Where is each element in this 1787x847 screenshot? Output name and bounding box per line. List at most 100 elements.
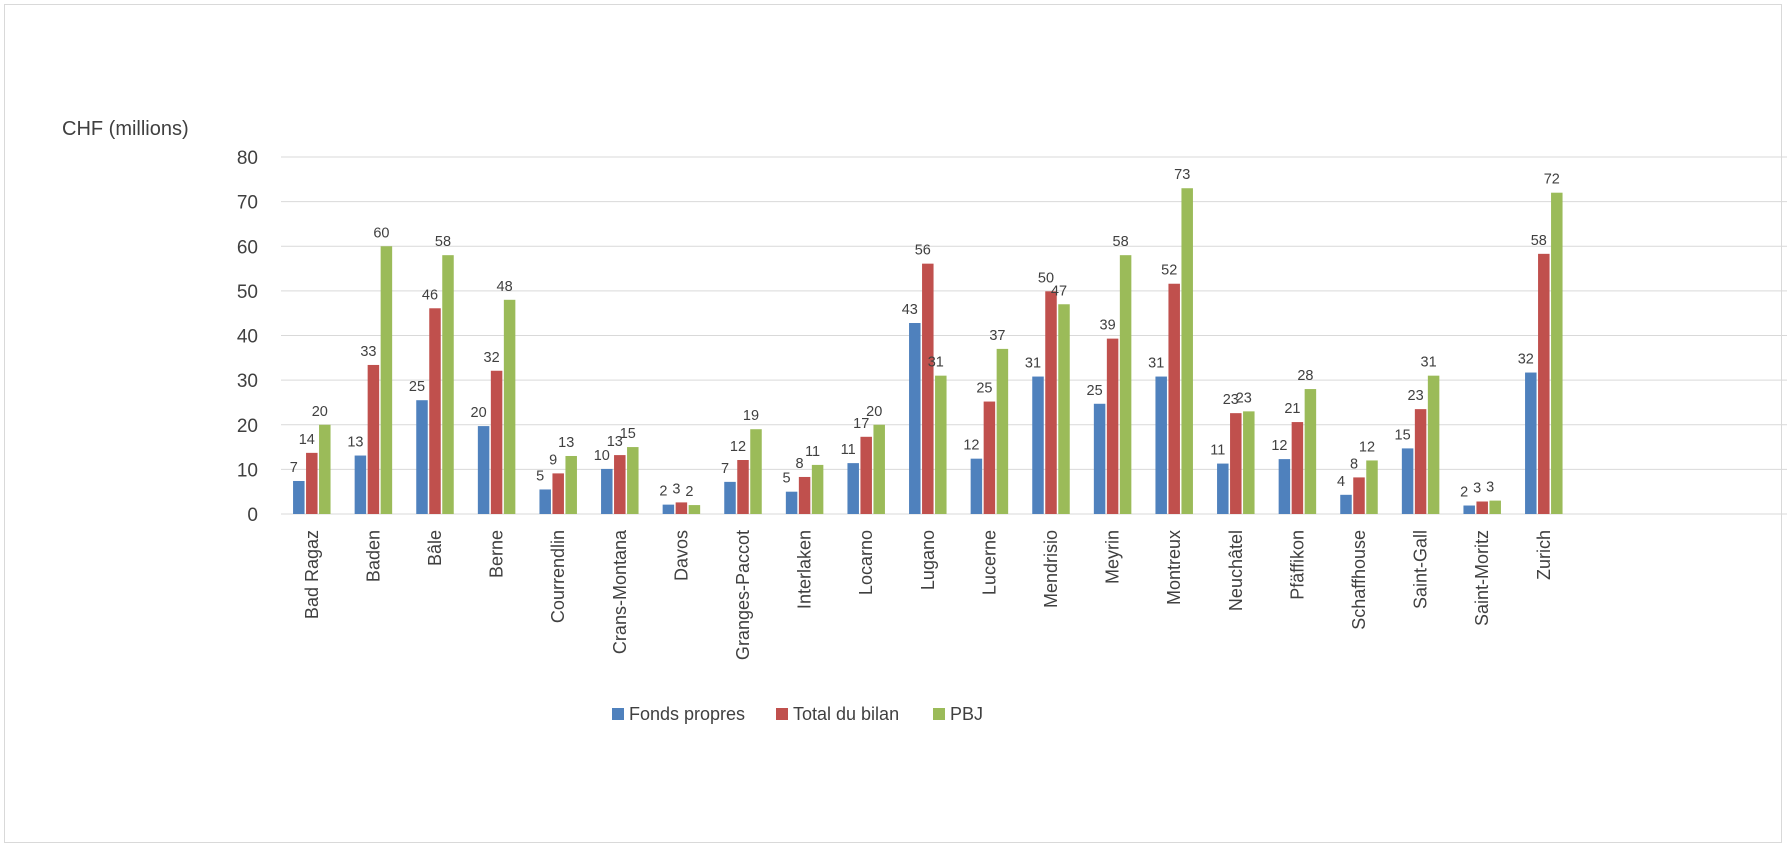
bar	[860, 436, 872, 514]
x-tick-label: Pfäffikon	[1287, 530, 1307, 600]
x-tick-label: Locarno	[856, 530, 876, 595]
y-tick-label: 60	[237, 237, 258, 258]
y-tick-label: 80	[237, 148, 258, 169]
data-label: 46	[422, 287, 438, 303]
bar	[724, 481, 736, 514]
y-tick-label: 20	[237, 416, 258, 437]
bar	[935, 375, 947, 514]
data-label: 47	[1051, 283, 1067, 299]
data-label: 43	[902, 302, 918, 318]
bar	[909, 323, 921, 514]
bar	[1243, 411, 1255, 514]
bar	[1168, 283, 1180, 514]
data-label: 5	[536, 468, 544, 484]
x-tick-label: Davos	[671, 530, 691, 581]
legend-item[interactable]: PBJ	[933, 704, 983, 724]
bar	[1291, 422, 1304, 514]
legend[interactable]: Fonds propres Total du bilan PBJ	[612, 704, 983, 724]
data-label: 3	[1473, 481, 1481, 497]
bar	[429, 308, 441, 514]
legend-label: Total du bilan	[793, 704, 899, 724]
bar	[1304, 389, 1317, 514]
x-tick-label: Neuchâtel	[1226, 530, 1246, 611]
bar	[354, 455, 367, 514]
data-label: 31	[1148, 356, 1164, 372]
bar	[922, 263, 934, 514]
data-label: 2	[1460, 485, 1468, 501]
x-tick-label: Zurich	[1534, 530, 1554, 580]
data-label: 32	[484, 350, 500, 366]
data-label: 15	[620, 426, 636, 442]
bar	[1427, 375, 1440, 514]
x-tick-label: Saint-Moritz	[1472, 530, 1492, 626]
data-label: 52	[1161, 263, 1177, 279]
data-label: 25	[1087, 383, 1103, 399]
bar	[1340, 494, 1352, 514]
bar	[477, 426, 490, 514]
legend-item[interactable]: Fonds propres	[612, 704, 745, 724]
data-label: 11	[805, 444, 820, 460]
bar	[552, 473, 564, 514]
x-tick-label: Bâle	[425, 530, 445, 566]
bar	[811, 464, 824, 514]
data-label: 73	[1174, 167, 1190, 183]
data-label: 19	[743, 408, 759, 424]
bar	[1463, 505, 1475, 514]
data-label: 7	[721, 461, 729, 477]
bar	[565, 455, 577, 514]
bar	[970, 458, 983, 514]
x-tick-label: Saint-Gall	[1411, 530, 1431, 609]
x-tick-label: Lugano	[918, 530, 938, 590]
data-label: 56	[915, 243, 931, 259]
bar	[737, 460, 749, 514]
data-label: 12	[1359, 439, 1375, 455]
x-tick-label: Granges-Paccot	[733, 530, 753, 660]
bar	[1119, 255, 1132, 515]
legend-swatch	[776, 708, 788, 720]
bar	[1106, 338, 1119, 514]
data-label: 15	[1395, 427, 1411, 443]
data-label: 2	[659, 484, 667, 500]
bar	[627, 447, 639, 514]
bar	[306, 452, 318, 514]
data-label: 4	[1337, 474, 1345, 490]
bar	[1217, 463, 1229, 514]
y-tick-label: 70	[237, 193, 258, 214]
x-tick-label: Interlaken	[795, 530, 815, 609]
bar	[1401, 448, 1414, 514]
bar	[380, 246, 393, 514]
x-tick-label: Meyrin	[1103, 530, 1123, 584]
data-label: 28	[1297, 368, 1313, 384]
x-tick-label: Berne	[487, 530, 507, 578]
y-tick-label: 30	[237, 371, 258, 392]
legend-swatch	[612, 708, 624, 720]
x-tick-label: Courrendlin	[548, 530, 568, 623]
data-label: 23	[1223, 392, 1239, 408]
bar	[1353, 477, 1365, 514]
bar	[367, 364, 380, 514]
data-label: 12	[1271, 438, 1287, 454]
data-label: 60	[373, 225, 389, 241]
data-label: 12	[963, 438, 979, 454]
bar	[293, 480, 305, 514]
bar	[1045, 291, 1057, 514]
legend-item[interactable]: Total du bilan	[776, 704, 899, 724]
data-label: 58	[1113, 234, 1129, 250]
bar	[873, 424, 885, 514]
data-label: 31	[1421, 355, 1437, 371]
data-label: 5	[783, 471, 791, 487]
bar	[847, 463, 859, 514]
y-tick-label: 50	[237, 282, 258, 303]
data-label: 3	[1486, 480, 1494, 496]
x-tick-label: Crans-Montana	[610, 529, 630, 654]
legend-swatch	[933, 708, 945, 720]
x-tick-label: Montreux	[1164, 530, 1184, 605]
bar	[1476, 501, 1488, 514]
x-tick-label: Baden	[363, 530, 383, 582]
bar	[442, 255, 454, 515]
data-label: 31	[1025, 356, 1041, 372]
data-label: 37	[989, 328, 1005, 344]
data-label: 20	[312, 404, 328, 420]
